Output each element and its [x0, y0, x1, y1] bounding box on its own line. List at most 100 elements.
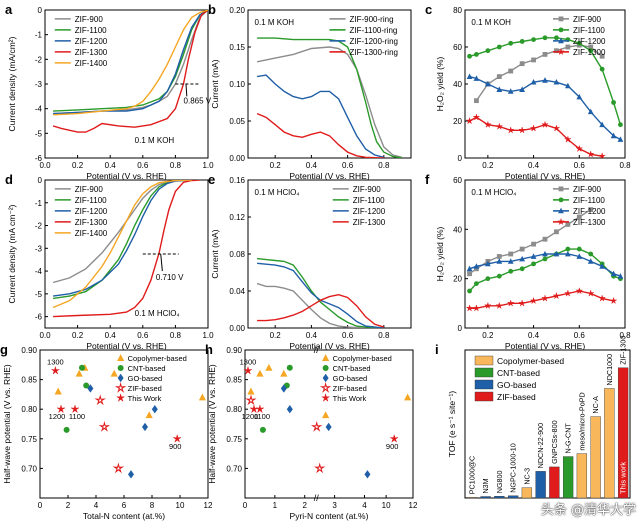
data-point	[565, 222, 571, 227]
bar-label: NC-3	[522, 468, 531, 485]
panel-letter: i	[435, 342, 439, 357]
scatter-point-go-based	[128, 470, 134, 479]
x-tick-label: 0.6	[342, 161, 354, 170]
series-line-ZIF-1300-ring	[256, 112, 384, 158]
data-point	[496, 86, 503, 92]
x-tick-label: 0	[243, 501, 248, 510]
point-label: 1200	[242, 412, 259, 421]
bar-NG800	[494, 496, 505, 499]
data-point	[519, 266, 525, 272]
data-point	[466, 265, 473, 272]
legend-label: ZIF-1100	[75, 196, 107, 205]
legend-label: GO-based	[128, 374, 163, 383]
y-tick-label: 0.08	[229, 250, 245, 259]
scatter-point-zif-based	[94, 394, 106, 406]
x-tick-label: 2	[66, 501, 71, 510]
x-axis-label: Total-N content (at.%)	[83, 511, 165, 521]
data-point	[496, 273, 502, 279]
data-point	[618, 122, 623, 128]
data-point	[529, 124, 538, 132]
legend-label: ZIF-1300	[75, 218, 108, 227]
x-tick-label: 0.6	[342, 331, 354, 340]
data-point	[542, 52, 548, 57]
scatter-point-this-work	[50, 365, 61, 375]
bar-N3M	[480, 496, 491, 499]
scatter-point-this-work	[243, 365, 253, 375]
electrolyte-note: 0.1 M HClO₄	[135, 309, 180, 318]
y-axis-label: H₂O₂ yield (%)	[435, 226, 445, 281]
legend-marker	[322, 354, 330, 361]
y-tick-label: 0.80	[21, 405, 37, 414]
x-tick-label: 0.4	[306, 161, 318, 170]
y-tick-label: -5	[35, 129, 43, 138]
data-point	[496, 254, 502, 259]
data-point	[588, 207, 594, 212]
series-line-ZIF-1100	[53, 10, 208, 112]
x-tick-label: 0.4	[528, 331, 540, 340]
bar-NC-A	[590, 416, 601, 499]
data-point	[472, 304, 481, 312]
y-tick-label: 0.90	[21, 346, 37, 355]
x-tick-label: 0.2	[72, 331, 84, 340]
x-tick-label: 0.6	[137, 331, 149, 340]
legend-label: ZIF-1300	[353, 218, 386, 227]
bar-meso/micro-PoPD	[576, 453, 588, 499]
y-tick-label: 0.04	[229, 287, 245, 296]
data-point	[564, 250, 571, 257]
x-tick-label: 3	[332, 501, 337, 510]
data-point	[610, 132, 617, 139]
x-tick-label: 4	[94, 501, 99, 510]
point-label: 1300	[47, 358, 64, 367]
electrolyte-note: 0.1 M HClO₄	[471, 188, 516, 197]
y-tick-label: 80	[453, 6, 462, 15]
legend-label: ZIF-900	[75, 15, 104, 24]
scatter-point-copolymer-based	[256, 369, 264, 377]
legend-marker	[558, 16, 564, 22]
legend-label: ZIF-1100-ring	[350, 26, 398, 35]
data-point	[530, 253, 537, 259]
scatter-point-copolymer-based	[247, 387, 255, 395]
x-tick-label: 8	[150, 501, 155, 510]
data-point	[554, 48, 559, 54]
y-tick-label: 0.85	[21, 376, 37, 385]
data-point	[529, 296, 538, 305]
data-point	[519, 246, 525, 252]
series-line-ZIF-1300	[257, 293, 385, 328]
bar-N-G-CNT	[562, 456, 574, 499]
y-tick-label: 0	[458, 324, 463, 333]
legend-label: ZIF-1200	[573, 207, 606, 216]
y-tick-label: -4	[35, 267, 43, 276]
data-point	[531, 37, 536, 42]
legend-marker	[114, 381, 127, 393]
legend-label: ZIF-900-ring	[350, 15, 394, 24]
scatter-point-go-based	[280, 384, 287, 393]
panel-letter: b	[208, 2, 216, 17]
y-tick-label: 0.70	[21, 464, 37, 473]
legend-marker	[558, 27, 564, 33]
point-label: 1300	[240, 358, 257, 367]
x-tick-label: 0.2	[270, 331, 282, 340]
half-wave-pointer	[160, 253, 163, 272]
panel-g: g 0 2 4 6 8 10 12 0.70 0.75 0.80 0.85 0.90 Total-N co…	[0, 342, 213, 521]
y-tick-label: 0.00	[229, 324, 245, 333]
data-point	[506, 300, 515, 307]
series-line-ZIF-1100	[53, 180, 192, 300]
y-tick-label: 0.15	[229, 43, 245, 52]
data-point	[576, 246, 582, 252]
series-line-ZIF-900	[256, 282, 366, 328]
y-axis-label: H₂O₂ yield (%)	[435, 56, 445, 111]
data-point	[467, 288, 472, 294]
scatter-point-cnt-based	[83, 382, 90, 389]
data-point	[611, 100, 616, 105]
data-point	[554, 229, 559, 235]
legend-label: ZIF-900	[353, 185, 382, 194]
y-tick-label: 0.70	[226, 464, 242, 473]
data-point	[467, 271, 472, 277]
series-line-ZIF-1300	[469, 116, 603, 157]
legend-label: ZIF-900	[573, 15, 602, 24]
legend-marker	[117, 354, 125, 361]
legend-label: CNT-based	[497, 368, 540, 378]
panel-letter: f	[425, 172, 430, 187]
y-tick-label: 60	[453, 176, 462, 185]
axis-break-mark: //	[314, 493, 320, 503]
